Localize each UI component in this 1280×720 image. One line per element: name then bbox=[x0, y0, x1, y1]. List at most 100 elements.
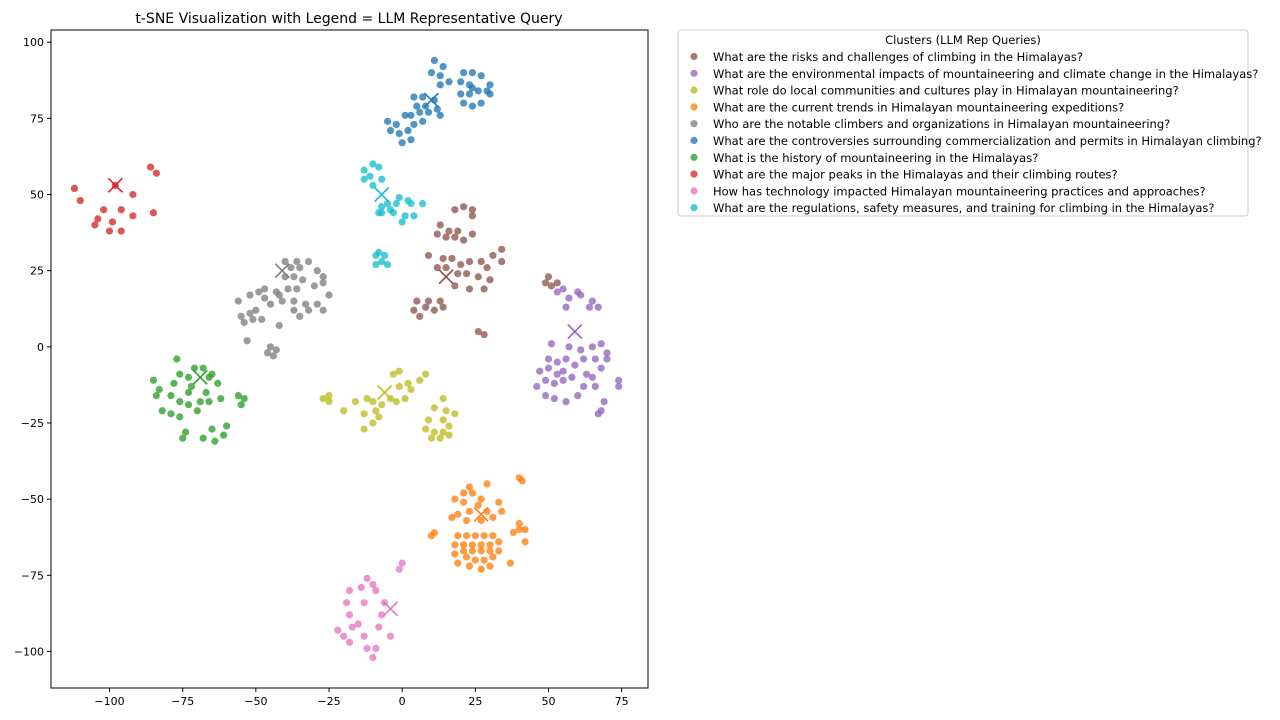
scatter-point-9-24 bbox=[378, 257, 386, 266]
scatter-point-7-6 bbox=[100, 206, 108, 214]
legend-label-6: What is the history of mountaineering in… bbox=[713, 151, 1038, 165]
scatter-point-0-36 bbox=[430, 306, 438, 314]
scatter-point-3-18 bbox=[489, 513, 497, 522]
scatter-point-0-19 bbox=[498, 245, 506, 253]
legend-marker-5 bbox=[690, 136, 698, 145]
scatter-point-0-24 bbox=[462, 270, 471, 278]
scatter-point-4-19 bbox=[325, 291, 333, 299]
scatter-point-0-13 bbox=[439, 254, 447, 263]
scatter-point-3-51 bbox=[486, 562, 494, 570]
centroid-marker-6 bbox=[192, 369, 208, 385]
scatter-point-6-19 bbox=[205, 398, 213, 406]
scatter-point-3-28 bbox=[471, 532, 479, 540]
scatter-point-3-6 bbox=[451, 495, 459, 503]
scatter-point-3-44 bbox=[462, 553, 471, 561]
scatter-point-3-1 bbox=[518, 477, 526, 485]
scatter-point-4-22 bbox=[266, 300, 275, 308]
scatter-point-6-23 bbox=[237, 401, 245, 409]
scatter-point-6-33 bbox=[222, 422, 231, 430]
scatter-point-3-10 bbox=[454, 510, 462, 518]
scatter-point-4-15 bbox=[246, 291, 254, 299]
scatter-point-8-19 bbox=[345, 638, 354, 646]
scatter-point-7-11 bbox=[108, 218, 117, 226]
y-tick-label-6: 50 bbox=[30, 189, 44, 202]
scatter-point-3-25 bbox=[427, 532, 436, 540]
scatter-point-8-15 bbox=[334, 626, 342, 634]
scatter-point-2-8 bbox=[319, 395, 327, 403]
scatter-point-4-21 bbox=[261, 294, 269, 302]
legend-marker-0 bbox=[690, 52, 698, 61]
scatter-point-1-31 bbox=[541, 376, 550, 384]
scatter-point-1-2 bbox=[565, 294, 573, 302]
scatter-point-8-14 bbox=[375, 623, 383, 631]
legend-marker-8 bbox=[690, 187, 698, 195]
scatter-point-6-13 bbox=[202, 388, 210, 397]
scatter-point-2-10 bbox=[351, 398, 359, 406]
y-tick-label-7: 75 bbox=[30, 112, 44, 125]
scatter-point-2-9 bbox=[325, 398, 333, 406]
scatter-point-1-39 bbox=[574, 391, 582, 400]
centroid-marker-3 bbox=[473, 506, 489, 522]
scatter-point-4-34 bbox=[304, 306, 313, 314]
scatter-point-5-8 bbox=[436, 81, 444, 89]
scatter-point-3-12 bbox=[474, 501, 482, 509]
scatter-point-4-9 bbox=[299, 276, 307, 284]
scatter-point-5-30 bbox=[424, 108, 433, 116]
scatter-point-0-29 bbox=[465, 285, 474, 293]
scatter-point-6-28 bbox=[182, 428, 190, 436]
scatter-point-3-37 bbox=[451, 550, 459, 558]
scatter-point-0-31 bbox=[413, 297, 421, 305]
scatter-point-4-42 bbox=[263, 349, 272, 357]
scatter-point-0-17 bbox=[477, 257, 485, 266]
scatter-point-1-42 bbox=[594, 410, 602, 418]
scatter-point-9-9 bbox=[383, 200, 392, 208]
scatter-point-4-27 bbox=[252, 306, 260, 314]
scatter-point-7-2 bbox=[70, 184, 79, 193]
y-tick-label-0: −100 bbox=[14, 645, 44, 658]
scatter-point-5-35 bbox=[419, 117, 427, 125]
scatter-point-6-24 bbox=[158, 407, 166, 415]
scatter-point-6-2 bbox=[199, 364, 207, 372]
scatter-point-1-35 bbox=[591, 382, 599, 391]
scatter-point-2-12 bbox=[369, 398, 377, 406]
centroid-marker-2 bbox=[377, 384, 393, 401]
scatter-point-6-9 bbox=[187, 382, 196, 391]
scatter-point-3-50 bbox=[477, 565, 485, 573]
scatter-point-7-10 bbox=[94, 215, 102, 223]
x-tick-label-3: −25 bbox=[317, 695, 340, 708]
scatter-point-3-2 bbox=[465, 483, 474, 491]
scatter-point-1-40 bbox=[600, 398, 608, 406]
scatter-point-9-10 bbox=[392, 200, 400, 208]
scatter-point-9-4 bbox=[378, 175, 386, 183]
scatter-point-1-18 bbox=[571, 361, 579, 369]
scatter-point-4-41 bbox=[269, 352, 278, 360]
scatter-point-3-4 bbox=[460, 489, 468, 497]
legend-label-9: What are the regulations, safety measure… bbox=[713, 201, 1215, 215]
scatter-point-8-3 bbox=[369, 580, 377, 589]
scatter-point-1-10 bbox=[565, 343, 573, 351]
scatter-point-8-20 bbox=[363, 644, 371, 652]
scatter-point-1-15 bbox=[544, 355, 553, 363]
scatter-point-6-32 bbox=[211, 437, 219, 445]
scatter-point-2-32 bbox=[439, 428, 447, 436]
scatter-point-4-40 bbox=[272, 346, 280, 354]
scatter-point-5-18 bbox=[410, 93, 418, 101]
scatter-point-8-16 bbox=[340, 632, 348, 640]
scatter-point-1-19 bbox=[580, 355, 588, 363]
scatter-point-0-35 bbox=[421, 303, 430, 311]
scatter-point-2-18 bbox=[372, 407, 380, 415]
scatter-point-3-23 bbox=[521, 538, 529, 546]
scatter-point-0-26 bbox=[483, 264, 491, 272]
scatter-point-7-13 bbox=[117, 227, 125, 235]
scatter-point-0-38 bbox=[416, 312, 424, 320]
legend-marker-7 bbox=[690, 170, 698, 178]
scatter-point-9-20 bbox=[398, 218, 406, 226]
scatter-point-4-5 bbox=[313, 267, 321, 275]
scatter-point-2-35 bbox=[445, 431, 453, 439]
scatter-point-3-35 bbox=[486, 541, 494, 549]
scatter-point-4-0 bbox=[281, 257, 289, 266]
scatter-point-6-17 bbox=[184, 401, 193, 409]
scatter-point-4-4 bbox=[296, 264, 304, 272]
scatter-point-3-19 bbox=[515, 519, 523, 528]
